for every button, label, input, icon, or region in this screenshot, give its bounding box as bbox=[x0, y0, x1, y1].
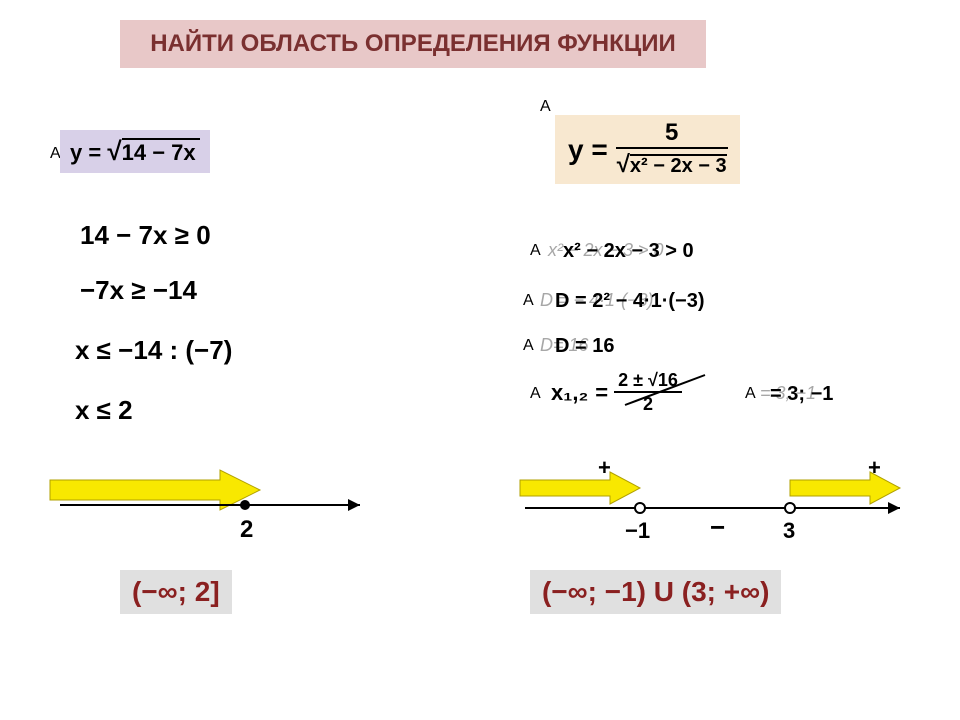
left-answer: (−∞; 2] bbox=[120, 570, 232, 614]
page-title: НАЙТИ ОБЛАСТЬ ОПРЕДЕЛЕНИЯ ФУНКЦИИ bbox=[120, 20, 706, 68]
eq-prefix: y = bbox=[70, 140, 101, 165]
right-step-2: D = 2² − 4·1·(−3) bbox=[555, 290, 705, 313]
eq-numerator: 5 bbox=[616, 121, 728, 148]
eq-den-radicand: х² − 2х − 3 bbox=[630, 154, 727, 176]
eq-radicand: 14 − 7x bbox=[122, 138, 200, 166]
right-tick-2: 3 bbox=[783, 518, 795, 544]
left-step-1: 14 − 7х ≥ 0 bbox=[80, 220, 211, 251]
right-step-4-result: = 3; −1 bbox=[770, 383, 833, 406]
right-step-1: х² − 2х − 3 > 0 bbox=[563, 240, 694, 263]
right-label-a: А bbox=[540, 98, 551, 116]
right-tick-1: −1 bbox=[625, 518, 650, 544]
left-number-line bbox=[40, 450, 390, 530]
r-s2-a: А bbox=[523, 292, 534, 310]
left-step-4: х ≤ 2 bbox=[75, 395, 133, 426]
left-step-2: −7х ≥ −14 bbox=[80, 275, 197, 306]
left-tick-label: 2 bbox=[240, 516, 253, 544]
right-step-3: D = 16 bbox=[555, 335, 614, 358]
eq-prefix-r: y = bbox=[567, 121, 616, 178]
minus-mid: − bbox=[710, 512, 725, 543]
r-s4-res-a: А bbox=[745, 385, 756, 403]
right-equation: y = 5 √х² − 2х − 3 bbox=[555, 115, 740, 184]
strike-line bbox=[620, 370, 710, 410]
left-equation: y = √14 − 7x bbox=[60, 130, 210, 173]
r-s4-lhs: х₁,₂ bbox=[550, 370, 594, 416]
plus-left: + bbox=[598, 455, 611, 481]
right-answer: (−∞; −1) U (3; +∞) bbox=[530, 570, 781, 614]
r-s3-a: А bbox=[523, 337, 534, 355]
left-step-3: х ≤ −14 : (−7) bbox=[75, 335, 232, 366]
r-s1-a: А bbox=[530, 242, 541, 260]
plus-right: + bbox=[868, 455, 881, 481]
r-s4-eq: = bbox=[594, 370, 614, 416]
r-s4-a: А bbox=[530, 385, 541, 403]
